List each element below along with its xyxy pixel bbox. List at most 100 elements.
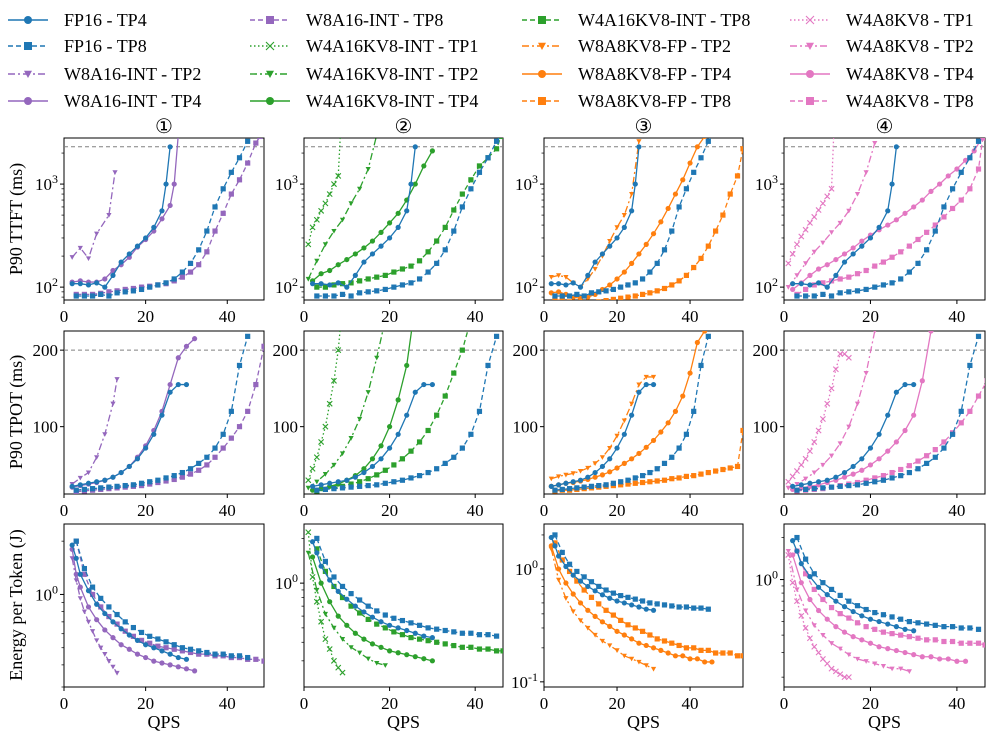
data-point-w8a16-int-tp8 (187, 269, 194, 275)
data-point-w8a8kv8-fp-tp8 (727, 650, 733, 656)
data-point-fp16-tp8 (967, 625, 973, 631)
data-point-w8a8kv8-fp-tp8 (596, 299, 602, 300)
data-point-fp16-tp4 (352, 272, 358, 278)
data-point-w8a8kv8-fp-tp8 (582, 300, 587, 305)
data-point-w4a16kv8-int-tp8 (459, 191, 465, 197)
series-line-fp16-tp4 (71, 544, 187, 660)
data-point-fp16-tp4 (318, 482, 324, 488)
x-tick-label: 20 (381, 694, 398, 713)
data-point-w4a16kv8-int-tp4 (395, 650, 401, 656)
data-point-w4a8kv8-tp1 (811, 438, 818, 445)
data-point-w8a16-int-tp8 (212, 454, 218, 460)
data-point-w8a16-int-tp2 (102, 432, 108, 437)
data-point-fp16-tp8 (705, 606, 711, 612)
data-point-fp16-tp4 (335, 479, 341, 485)
data-point-fp16-tp8 (880, 282, 887, 288)
data-point-fp16-tp8 (493, 333, 500, 339)
data-point-w4a8kv8-tp1 (832, 668, 839, 675)
data-point-w4a16kv8-int-tp8 (459, 644, 465, 650)
data-point-w4a8kv8-tp4 (850, 245, 856, 251)
axes-frame (543, 137, 744, 301)
data-point-fp16-tp8 (155, 636, 161, 642)
data-point-w4a8kv8-tp2 (846, 208, 852, 214)
data-point-fp16-tp4 (867, 445, 874, 451)
data-point-fp16-tp8 (408, 620, 414, 626)
data-point-w4a16kv8-int-tp2 (357, 186, 363, 192)
x-tick-label: 40 (219, 501, 236, 520)
data-point-fp16-tp4 (552, 543, 558, 549)
data-point-w8a8kv8-fp-tp8 (691, 473, 697, 479)
data-point-w4a8kv8-tp2 (906, 669, 912, 674)
tick-label: 102 (755, 275, 778, 297)
data-point-fp16-tp4 (893, 389, 899, 395)
data-point-w8a8kv8-fp-tp4 (665, 650, 671, 656)
data-point-w4a8kv8-tp4 (885, 448, 891, 454)
data-point-fp16-tp8 (683, 431, 690, 437)
data-point-w4a8kv8-tp8 (924, 637, 930, 643)
x-tick-label: 40 (467, 307, 484, 326)
data-point-fp16-tp8 (915, 466, 921, 472)
series-line-w8a8kv8-fp-tp4 (551, 138, 705, 299)
data-point-w4a16kv8-int-tp8 (416, 636, 423, 642)
tick-label: 102 (35, 275, 58, 297)
data-point-fp16-tp8 (212, 204, 218, 210)
data-point-w8a8kv8-fp-tp8 (676, 278, 682, 284)
data-point-w8a8kv8-fp-tp8 (691, 645, 697, 651)
data-point-w4a16kv8-int-tp8 (468, 177, 474, 183)
data-point-w4a16kv8-int-tp4 (395, 210, 401, 216)
series-group (785, 331, 985, 494)
data-point-fp16-tp8 (408, 475, 414, 481)
data-point-fp16-tp4 (807, 480, 813, 486)
data-point-w4a16kv8-int-tp8 (485, 646, 491, 652)
data-point-fp16-tp8 (163, 280, 169, 286)
data-point-w8a8kv8-fp-tp4 (592, 613, 598, 619)
data-point-fp16-tp8 (906, 269, 912, 275)
data-point-fp16-tp8 (130, 482, 136, 488)
data-point-fp16-tp8 (967, 155, 973, 161)
data-point-fp16-tp8 (898, 616, 904, 622)
data-point-w4a8kv8-tp2 (803, 261, 809, 266)
series-line-fp16-tp8 (316, 138, 500, 297)
data-point-w8a16-int-tp2 (98, 645, 104, 651)
x-tick-label: 20 (137, 694, 154, 713)
legend-label: W8A16-INT - TP2 (64, 64, 201, 84)
data-point-w4a8kv8-tp4 (919, 378, 925, 384)
legend-entry-fp16-tp8: FP16 - TP8 (8, 36, 147, 56)
column-title: ② (395, 116, 413, 138)
data-point-fp16-tp4 (599, 592, 606, 598)
data-point-w4a16kv8-int-tp1 (338, 132, 343, 137)
data-point-fp16-tp8 (468, 431, 474, 437)
data-point-fp16-tp8 (691, 169, 697, 175)
data-point-w8a16-int-tp4 (102, 276, 108, 282)
data-point-w8a8kv8-fp-tp2 (614, 648, 620, 653)
tick-label: 10-1 (511, 670, 538, 692)
data-point-fp16-tp4 (412, 389, 418, 395)
data-point-w4a16kv8-int-tp1 (322, 200, 329, 207)
data-point-w4a8kv8-tp4 (807, 272, 813, 278)
data-point-fp16-tp8 (661, 602, 668, 608)
data-point-w8a16-int-tp4 (183, 343, 190, 349)
data-point-fp16-tp8 (212, 445, 218, 451)
data-point-fp16-tp8 (187, 466, 194, 472)
data-point-w4a8kv8-tp1 (806, 635, 813, 642)
data-point-fp16-tp4 (309, 539, 316, 545)
data-point-w8a16-int-tp2 (89, 629, 96, 634)
data-point-fp16-tp4 (585, 272, 591, 278)
data-point-w4a16kv8-int-tp8 (425, 249, 431, 255)
legend-marker (538, 42, 546, 50)
data-point-fp16-tp8 (705, 138, 711, 144)
tick-label: 100 (755, 568, 778, 590)
data-point-w8a8kv8-fp-tp8 (720, 466, 726, 473)
data-point-fp16-tp4 (378, 456, 384, 462)
data-point-w4a8kv8-tp2 (872, 140, 878, 146)
data-point-w8a8kv8-fp-tp8 (596, 601, 602, 607)
data-point-fp16-tp8 (459, 445, 465, 451)
data-point-fp16-tp8 (391, 284, 397, 290)
legend-marker (266, 16, 274, 24)
data-point-w4a16kv8-int-tp4 (413, 302, 418, 307)
data-point-w8a16-int-tp2 (114, 670, 120, 676)
data-point-w4a8kv8-tp2 (820, 462, 826, 468)
data-point-w4a16kv8-int-tp1 (335, 172, 342, 179)
data-point-fp16-tp4 (408, 181, 414, 187)
data-point-fp16-tp4 (607, 456, 613, 462)
